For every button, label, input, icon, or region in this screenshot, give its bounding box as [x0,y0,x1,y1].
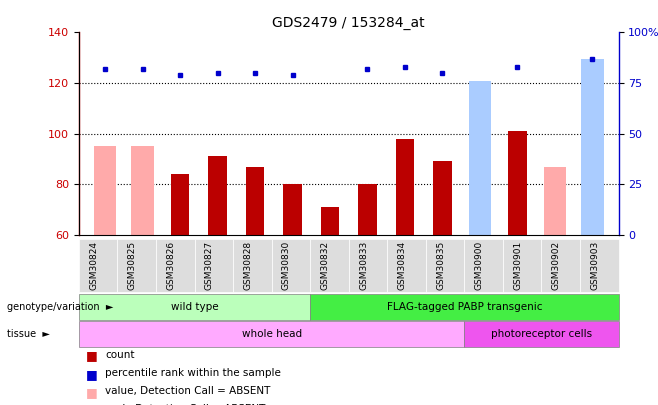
Title: GDS2479 / 153284_at: GDS2479 / 153284_at [272,16,425,30]
Text: GSM30833: GSM30833 [359,241,368,290]
Bar [581,73,603,235]
Bar [508,131,526,235]
Bar [581,59,603,235]
Text: GSM30835: GSM30835 [436,241,445,290]
Text: count: count [105,350,135,360]
Text: wild type: wild type [171,302,218,312]
Bar [283,184,302,235]
Text: GSM30901: GSM30901 [513,241,522,290]
Text: ■: ■ [86,368,97,381]
Text: GSM30827: GSM30827 [205,241,214,290]
Bar [468,81,491,235]
Text: ■: ■ [86,404,97,405]
Text: value, Detection Call = ABSENT: value, Detection Call = ABSENT [105,386,270,396]
Text: GSM30825: GSM30825 [128,241,137,290]
Text: GSM30830: GSM30830 [282,241,291,290]
Bar [468,207,491,235]
Bar [433,162,452,235]
Text: ■: ■ [86,386,97,399]
Text: GSM30826: GSM30826 [166,241,175,290]
Bar [544,166,566,235]
Bar [208,156,227,235]
Text: GSM30834: GSM30834 [397,241,407,290]
Text: GSM30902: GSM30902 [551,241,561,290]
Text: whole head: whole head [241,329,302,339]
Bar [132,146,154,235]
Text: ■: ■ [86,350,97,362]
Text: tissue  ►: tissue ► [7,329,49,339]
Text: rank, Detection Call = ABSENT: rank, Detection Call = ABSENT [105,404,266,405]
Bar [94,146,116,235]
Text: genotype/variation  ►: genotype/variation ► [7,302,113,312]
Bar [171,174,190,235]
Text: GSM30828: GSM30828 [243,241,253,290]
Text: GSM30900: GSM30900 [474,241,484,290]
Text: FLAG-tagged PABP transgenic: FLAG-tagged PABP transgenic [387,302,542,312]
Text: GSM30824: GSM30824 [89,241,98,290]
Text: GSM30903: GSM30903 [590,241,599,290]
Text: GSM30832: GSM30832 [320,241,330,290]
Bar [245,166,265,235]
Bar [395,139,415,235]
Text: photoreceptor cells: photoreceptor cells [491,329,592,339]
Text: percentile rank within the sample: percentile rank within the sample [105,368,281,378]
Bar [358,184,377,235]
Bar [320,207,340,235]
